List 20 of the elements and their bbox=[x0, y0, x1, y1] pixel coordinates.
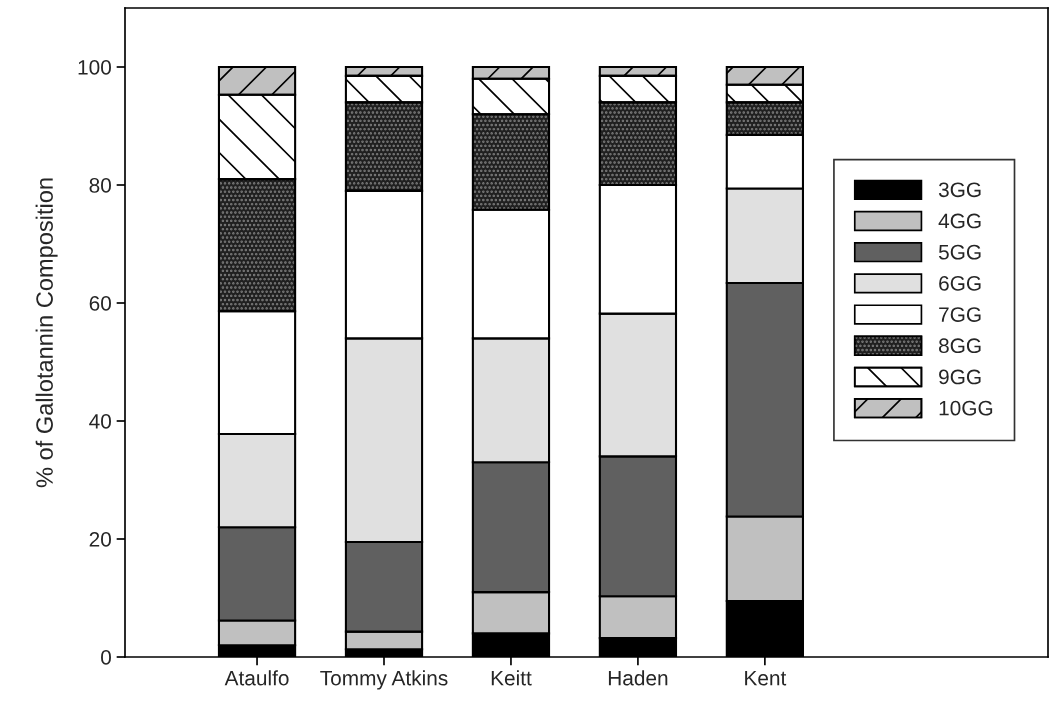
legend-label: 3GG bbox=[938, 182, 981, 198]
x-tick-label: Ataulfo bbox=[224, 670, 289, 686]
x-tick-label: Haden bbox=[608, 670, 668, 686]
y-tick-label: 80 bbox=[89, 178, 111, 193]
y-tick-label: 60 bbox=[89, 296, 111, 311]
y-tick-label: 100 bbox=[78, 60, 111, 75]
y-tick-label: 20 bbox=[89, 532, 111, 547]
legend-label: 4GG bbox=[938, 213, 981, 229]
legend-label: 6GG bbox=[939, 275, 981, 291]
legend-label: 10GG bbox=[939, 400, 993, 416]
legend-label: 7GG bbox=[939, 307, 981, 322]
x-tick-label: Kent bbox=[745, 670, 787, 686]
legend-label: 9GG bbox=[939, 369, 981, 385]
legend-label: 8GG bbox=[939, 338, 981, 354]
x-tick-label: Keitt bbox=[491, 670, 532, 686]
y-tick-label: 0 bbox=[101, 650, 111, 665]
legend-label: 5GG bbox=[938, 244, 981, 260]
x-tick-label: Tommy Atkins bbox=[320, 670, 448, 690]
y-tick-label: 40 bbox=[89, 414, 111, 429]
y-axis-title: % of Gallotannin Composition bbox=[35, 178, 58, 488]
